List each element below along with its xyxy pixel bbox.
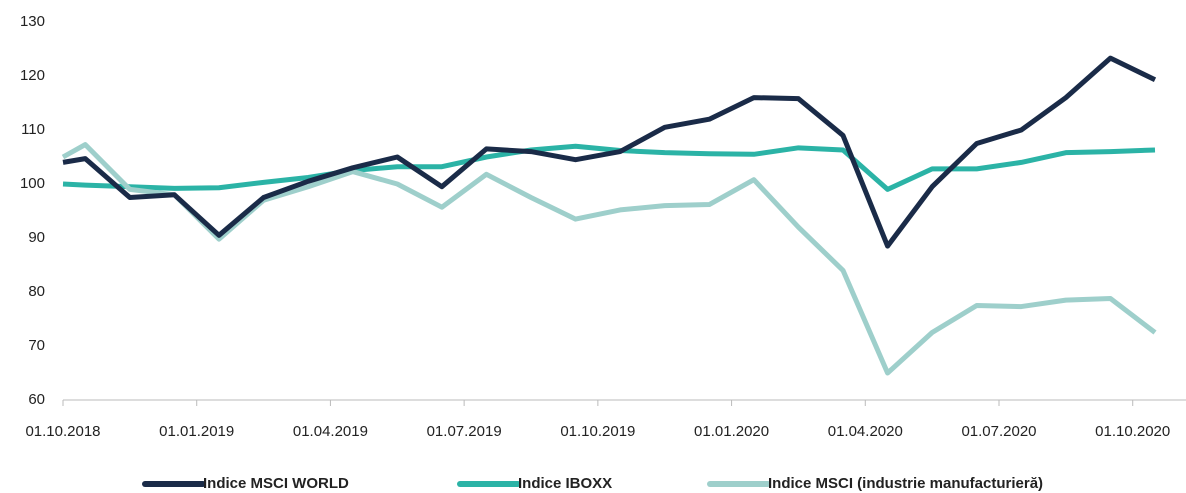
y-tick-label: 100 <box>20 175 45 192</box>
y-tick-label: 70 <box>28 337 45 354</box>
y-tick-label: 60 <box>28 391 45 408</box>
y-tick-label: 80 <box>28 283 45 300</box>
series-line <box>62 55 1157 249</box>
legend-label: Indice MSCI (industrie manufacturieră) <box>768 475 1043 492</box>
x-tick-label: 01.01.2020 <box>694 423 769 440</box>
legend-label: Indice IBOXX <box>518 475 612 492</box>
x-tick-label: 01.01.2019 <box>159 423 234 440</box>
x-tick-label: 01.07.2020 <box>961 423 1036 440</box>
legend-label: Indice MSCI WORLD <box>203 475 349 492</box>
x-tick-label: 01.10.2018 <box>25 423 100 440</box>
series-line <box>61 142 1157 376</box>
y-tick-label: 90 <box>28 229 45 246</box>
legend: Indice MSCI WORLD Indice IBOXX Indice MSCI… <box>142 475 1043 492</box>
y-tick-label: 110 <box>21 121 45 138</box>
x-tick-label: 01.04.2019 <box>293 423 368 440</box>
y-tick-label: 120 <box>20 67 45 84</box>
y-tick-label: 130 <box>20 13 45 30</box>
series-line <box>62 143 1156 192</box>
x-tick-label: 01.07.2019 <box>427 423 502 440</box>
x-tick-label: 01.10.2020 <box>1095 423 1170 440</box>
x-tick-label: 01.04.2020 <box>828 423 903 440</box>
x-tick-label: 01.10.2019 <box>560 423 635 440</box>
